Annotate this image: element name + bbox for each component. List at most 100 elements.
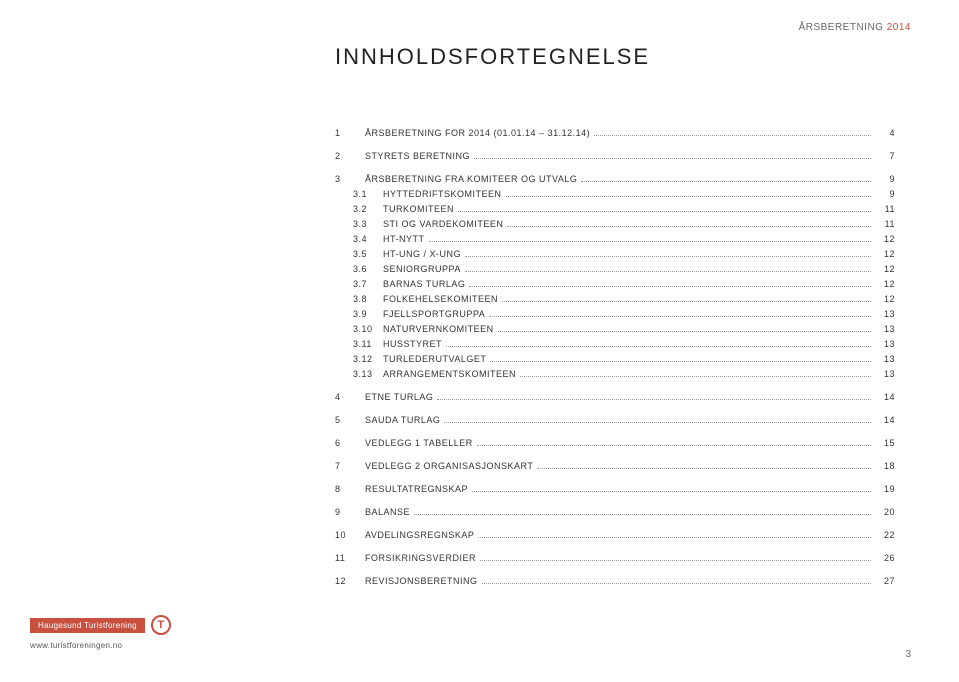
toc-row: 3.13ARRANGEMENTSKOMITEEN 13 [335,369,895,379]
header-year: 2014 [887,22,911,33]
toc-row: 9BALANSE 20 [335,507,895,517]
toc-row: 3.10NATURVERNKOMITEEN13 [335,324,895,334]
toc-page: 15 [875,438,895,448]
toc-row: 3.6SENIORGRUPPA12 [335,264,895,274]
toc-number: 3.3 [353,219,383,229]
toc-row: 3.1HYTTEDRIFTSKOMITEEN 9 [335,189,895,199]
toc-leader-dots [444,422,871,423]
toc-page: 4 [875,128,895,138]
toc-leader-dots [506,196,871,197]
toc-page: 27 [875,576,895,586]
toc-page: 22 [875,530,895,540]
toc-leader-dots [465,271,871,272]
toc-page: 9 [875,174,895,184]
toc-gap [335,453,895,461]
toc-row: 3.12TURLEDERUTVALGET 13 [335,354,895,364]
org-url: www.turistforeningen.no [30,641,171,650]
toc-page: 26 [875,553,895,563]
toc-label: TURLEDERUTVALGET [383,354,486,364]
toc-page: 19 [875,484,895,494]
toc-gap [335,384,895,392]
toc-label: STI OG VARDEKOMITEEN [383,219,503,229]
toc-leader-dots [472,491,871,492]
toc-number: 6 [335,438,365,448]
header-prefix: ÅRSBERETNING [799,22,884,33]
page-title: INNHOLDSFORTEGNELSE [335,44,650,70]
toc-leader-dots [581,181,871,182]
toc-label: VEDLEGG 2 ORGANISASJONSKART [365,461,533,471]
toc-leader-dots [429,241,872,242]
toc-row: 3.3STI OG VARDEKOMITEEN11 [335,219,895,229]
toc-leader-dots [474,158,871,159]
toc-page: 18 [875,461,895,471]
toc-label: FOLKEHELSEKOMITEEN [383,294,498,304]
toc-page: 13 [875,309,895,319]
toc-row: 3.7BARNAS TURLAG12 [335,279,895,289]
toc-label: ÅRSBERETNING FOR 2014 (01.01.14 – 31.12.… [365,128,590,138]
toc-page: 20 [875,507,895,517]
toc-row: 3.4HT-NYTT12 [335,234,895,244]
toc-label: HYTTEDRIFTSKOMITEEN [383,189,502,199]
toc-row: 3ÅRSBERETNING FRA KOMITEER OG UTVALG9 [335,174,895,184]
toc-label: BARNAS TURLAG [383,279,465,289]
toc-label: AVDELINGSREGNSKAP [365,530,474,540]
toc-row: 11FORSIKRINGSVERDIER26 [335,553,895,563]
toc-label: HUSSTYRET [383,339,442,349]
toc-leader-dots [458,211,871,212]
toc-number: 10 [335,530,365,540]
toc-number: 3.12 [353,354,383,364]
toc-page: 12 [875,264,895,274]
toc-page: 9 [875,189,895,199]
toc-leader-dots [490,361,871,362]
toc-label: VEDLEGG 1 TABELLER [365,438,473,448]
toc-leader-dots [507,226,871,227]
toc-row: 1ÅRSBERETNING FOR 2014 (01.01.14 – 31.12… [335,128,895,138]
toc-number: 12 [335,576,365,586]
toc-label: SAUDA TURLAG [365,415,440,425]
toc-page: 14 [875,392,895,402]
toc-gap [335,430,895,438]
toc-gap [335,545,895,553]
toc-page: 14 [875,415,895,425]
toc-label: ARRANGEMENTSKOMITEEN [383,369,516,379]
toc-label: NATURVERNKOMITEEN [383,324,494,334]
toc-gap [335,499,895,507]
toc-page: 13 [875,339,895,349]
toc-leader-dots [520,376,871,377]
toc-number: 4 [335,392,365,402]
toc-number: 3.1 [353,189,383,199]
toc-page: 12 [875,234,895,244]
toc-label: ÅRSBERETNING FRA KOMITEER OG UTVALG [365,174,577,184]
toc-row: 3.8FOLKEHELSEKOMITEEN12 [335,294,895,304]
toc-page: 13 [875,354,895,364]
toc-label: BALANSE [365,507,410,517]
toc-gap [335,522,895,530]
toc-gap [335,166,895,174]
toc-leader-dots [414,514,871,515]
toc-row: 3.2TURKOMITEEN11 [335,204,895,214]
toc-number: 8 [335,484,365,494]
toc-page: 13 [875,369,895,379]
toc-row: 3.11HUSSTYRET13 [335,339,895,349]
toc-number: 3.13 [353,369,383,379]
toc-gap [335,143,895,151]
toc-row: 10AVDELINGSREGNSKAP 22 [335,530,895,540]
toc-label: FORSIKRINGSVERDIER [365,553,476,563]
toc-number: 9 [335,507,365,517]
toc-leader-dots [489,316,871,317]
toc-row: 7VEDLEGG 2 ORGANISASJONSKART18 [335,461,895,471]
toc-number: 5 [335,415,365,425]
page-number: 3 [905,649,911,660]
toc-leader-dots [465,256,871,257]
toc-leader-dots [446,346,871,347]
toc-row: 12REVISJONSBERETNING27 [335,576,895,586]
org-name: Haugesund Turistforening [30,618,145,633]
toc-gap [335,407,895,415]
toc-leader-dots [537,468,871,469]
header-label: ÅRSBERETNING 2014 [799,22,911,33]
toc-number: 1 [335,128,365,138]
toc-number: 3.5 [353,249,383,259]
toc-label: ETNE TURLAG [365,392,433,402]
toc-number: 3.4 [353,234,383,244]
toc-label: FJELLSPORTGRUPPA [383,309,485,319]
